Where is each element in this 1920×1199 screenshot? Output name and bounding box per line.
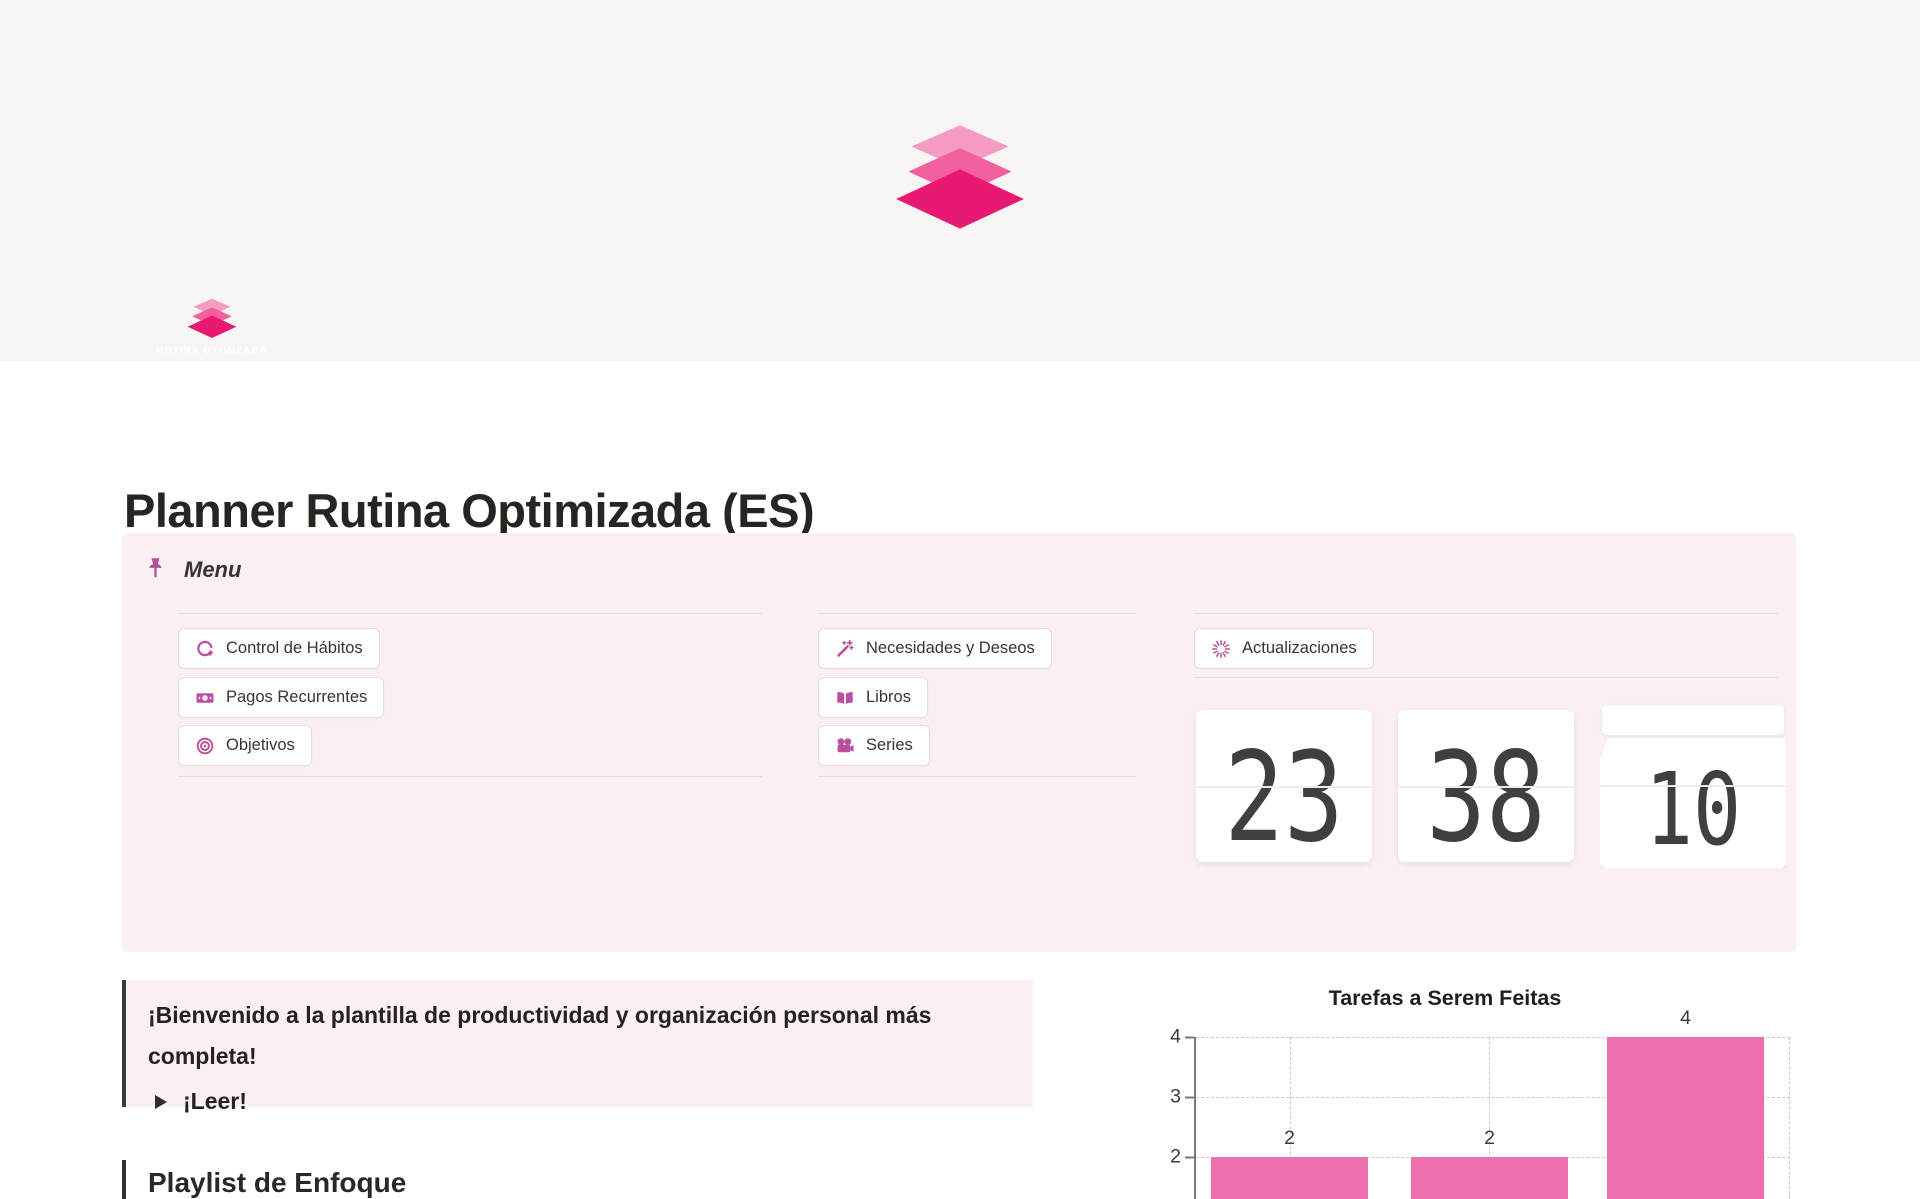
movie-camera-icon (837, 737, 854, 752)
tasks-bar-chart: Tarefas a Serem Feitas 4 3 2 2 2 4 (1148, 986, 1810, 1199)
chart-title: Tarefas a Serem Feitas (1328, 986, 1562, 1010)
flip-clock-seconds: 10 (1600, 705, 1786, 870)
flip-split-line (1196, 786, 1372, 788)
magic-wand-icon (837, 639, 854, 657)
button-label: Libros (866, 688, 911, 706)
leer-toggle[interactable]: ¡Leer! (148, 1088, 1033, 1115)
divider (178, 776, 762, 777)
flip-clock-minutes: 38 (1398, 710, 1574, 862)
clock-digits: 10 (1644, 750, 1742, 868)
flip-card-main: 10 (1600, 738, 1786, 868)
divider (1194, 677, 1778, 678)
bar (1411, 1157, 1568, 1199)
page-cover: ROTINA OTIMIZADA (0, 0, 1920, 361)
button-label: Necesidades y Deseos (866, 639, 1035, 657)
bar-value-label: 2 (1484, 1127, 1495, 1149)
tick-mark (1185, 1036, 1194, 1038)
welcome-text: ¡Bienvenido a la plantilla de productivi… (148, 1002, 932, 1069)
clock-digits: 38 (1426, 726, 1546, 862)
gridline (1196, 1097, 1790, 1098)
burst-icon (1211, 639, 1231, 658)
flip-split-line (1398, 786, 1574, 788)
button-libros[interactable]: Libros (818, 677, 928, 718)
y-tick: 2 (1148, 1146, 1194, 1169)
playlist-heading-block: Playlist de Enfoque (122, 1160, 406, 1199)
layered-diamond-icon (187, 298, 237, 339)
clock-digits: 23 (1224, 726, 1344, 862)
y-tick: 3 (1148, 1086, 1194, 1109)
page-icon-caption: ROTINA OTIMIZADA (156, 345, 268, 355)
flip-split-line (1600, 785, 1786, 787)
divider (818, 776, 1136, 777)
target-icon (196, 737, 214, 754)
habit-loop-icon (197, 640, 214, 656)
page-title[interactable]: Planner Rutina Optimizada (ES) (124, 484, 815, 538)
y-tick-label: 3 (1170, 1085, 1181, 1108)
y-tick-label: 4 (1170, 1025, 1181, 1048)
toggle-triangle-icon (155, 1094, 167, 1109)
button-label: Actualizaciones (1242, 639, 1357, 657)
layered-diamond-logo (896, 125, 1024, 229)
gridline (1196, 1037, 1790, 1038)
button-objetivos[interactable]: Objetivos (178, 725, 312, 766)
button-label: Objetivos (226, 736, 295, 754)
bar-value-label: 2 (1284, 1127, 1295, 1149)
button-actualizaciones[interactable]: Actualizaciones (1194, 628, 1374, 669)
menu-heading: Menu (184, 557, 242, 582)
playlist-heading: Playlist de Enfoque (148, 1166, 407, 1198)
bar (1607, 1037, 1764, 1199)
tick-mark (1185, 1156, 1194, 1158)
gridline (1290, 1037, 1291, 1199)
flip-card-sliver (1602, 705, 1784, 735)
page-icon[interactable]: ROTINA OTIMIZADA (151, 297, 273, 355)
divider (818, 613, 1136, 614)
button-label: Control de Hábitos (226, 639, 363, 657)
button-series[interactable]: Series (818, 725, 930, 766)
banknote-icon (196, 692, 214, 703)
button-control-de-habitos[interactable]: Control de Hábitos (178, 628, 380, 669)
tick-mark (1185, 1096, 1194, 1098)
bar-value-label: 4 (1680, 1007, 1691, 1029)
divider (1194, 613, 1778, 614)
y-tick-label: 2 (1170, 1145, 1181, 1168)
toggle-label: ¡Leer! (183, 1088, 247, 1114)
pushpin-icon (149, 558, 162, 578)
welcome-quote-block: ¡Bienvenido a la plantilla de productivi… (122, 980, 1033, 1114)
divider (178, 613, 762, 614)
y-tick: 4 (1148, 1026, 1194, 1049)
bar (1211, 1157, 1368, 1199)
button-necesidades-y-deseos[interactable]: Necesidades y Deseos (818, 628, 1052, 669)
button-label: Series (866, 736, 913, 754)
button-pagos-recurrentes[interactable]: Pagos Recurrentes (178, 677, 385, 718)
button-label: Pagos Recurrentes (226, 688, 368, 706)
gridline (1789, 1037, 1790, 1199)
menu-panel: Menu Control de Hábitos Pagos Recurrente… (122, 533, 1796, 952)
open-book-icon (837, 691, 853, 704)
flip-clock-hours: 23 (1196, 710, 1372, 862)
gridline (1489, 1037, 1490, 1199)
y-axis (1194, 1037, 1196, 1199)
quote-bar (122, 1160, 126, 1199)
